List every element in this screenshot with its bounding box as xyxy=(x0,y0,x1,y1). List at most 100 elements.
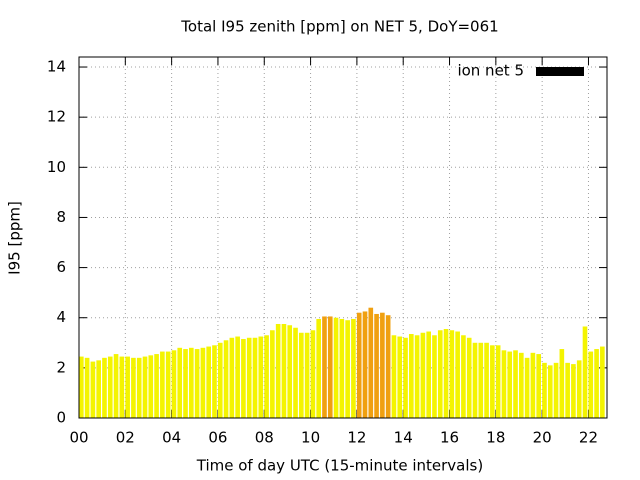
bar xyxy=(345,320,350,418)
bar xyxy=(217,342,223,418)
x-tick-label: 00 xyxy=(69,429,88,447)
legend-swatch xyxy=(536,67,584,76)
bar xyxy=(339,318,345,418)
bar xyxy=(206,346,211,418)
bar xyxy=(223,340,229,418)
bar xyxy=(530,352,536,418)
bar xyxy=(356,312,362,418)
bar xyxy=(258,336,264,418)
x-tick-label: 02 xyxy=(116,429,135,447)
bar xyxy=(490,345,495,418)
chart-title: Total I95 zenith [ppm] on NET 5, DoY=061 xyxy=(180,18,498,36)
x-tick-label: 22 xyxy=(579,429,598,447)
bar xyxy=(437,330,443,418)
x-tick-label: 12 xyxy=(347,429,366,447)
bar xyxy=(455,331,460,418)
bar xyxy=(113,354,119,418)
plot-border xyxy=(78,56,608,419)
bar xyxy=(588,351,594,418)
bar xyxy=(333,317,339,418)
bar xyxy=(351,318,356,418)
bar xyxy=(304,332,310,418)
bar xyxy=(524,357,530,418)
bar xyxy=(322,316,327,418)
bar xyxy=(131,357,136,418)
y-tick-label: 2 xyxy=(56,358,66,376)
bar xyxy=(177,347,183,418)
x-tick-label: 18 xyxy=(486,429,505,447)
bar xyxy=(472,342,478,418)
y-tick-label: 12 xyxy=(47,108,66,126)
x-tick-label: 20 xyxy=(533,429,552,447)
y-tick-label: 4 xyxy=(56,308,66,326)
bar xyxy=(461,335,466,418)
bar xyxy=(426,331,431,418)
bar xyxy=(235,336,240,418)
bar xyxy=(553,362,559,418)
bar xyxy=(299,332,304,418)
bar xyxy=(391,335,397,418)
bar xyxy=(154,354,159,418)
x-tick-label: 16 xyxy=(440,429,459,447)
bar xyxy=(281,323,287,418)
bar xyxy=(212,345,217,418)
bar xyxy=(246,337,252,418)
bar xyxy=(513,350,518,418)
bar xyxy=(414,335,420,418)
bar xyxy=(183,349,188,418)
bar xyxy=(327,316,333,418)
bar xyxy=(443,329,449,418)
bar xyxy=(287,325,293,418)
bar xyxy=(397,336,403,418)
x-tick-label: 14 xyxy=(394,429,413,447)
bar xyxy=(362,311,368,418)
y-tick-label: 10 xyxy=(47,158,66,176)
bar xyxy=(275,323,281,418)
bar xyxy=(136,357,142,418)
bar xyxy=(519,352,524,418)
bar xyxy=(189,347,194,418)
bar xyxy=(200,347,206,418)
bar xyxy=(310,330,316,418)
bar xyxy=(160,351,165,418)
bar xyxy=(559,349,565,418)
bar xyxy=(229,337,235,418)
bar xyxy=(432,335,437,418)
bar xyxy=(495,345,501,418)
bar xyxy=(142,356,148,418)
bar xyxy=(542,362,547,418)
bar xyxy=(385,315,391,418)
bar xyxy=(368,307,374,418)
bar xyxy=(264,335,269,418)
x-tick-label: 06 xyxy=(208,429,227,447)
bar xyxy=(403,337,408,418)
y-tick-label: 14 xyxy=(47,58,66,76)
bar xyxy=(594,349,599,418)
bar xyxy=(547,365,553,418)
bar xyxy=(565,362,570,418)
y-tick-label: 8 xyxy=(56,208,66,226)
x-tick-label: 04 xyxy=(162,429,181,447)
x-tick-label: 10 xyxy=(301,429,320,447)
bar xyxy=(96,360,101,418)
bar xyxy=(571,364,576,418)
bar xyxy=(79,356,84,418)
bar xyxy=(449,330,455,418)
bar xyxy=(582,326,588,418)
bar xyxy=(119,356,125,418)
bar xyxy=(270,330,275,418)
bar xyxy=(536,354,541,418)
bar xyxy=(420,332,426,418)
bar xyxy=(374,313,379,418)
bar xyxy=(484,342,489,418)
bar xyxy=(252,337,258,418)
bar xyxy=(293,327,298,418)
bar xyxy=(84,357,90,418)
bar xyxy=(576,360,582,418)
bar xyxy=(409,334,414,418)
bar xyxy=(148,355,154,418)
bar xyxy=(501,350,507,418)
bar xyxy=(165,351,171,418)
